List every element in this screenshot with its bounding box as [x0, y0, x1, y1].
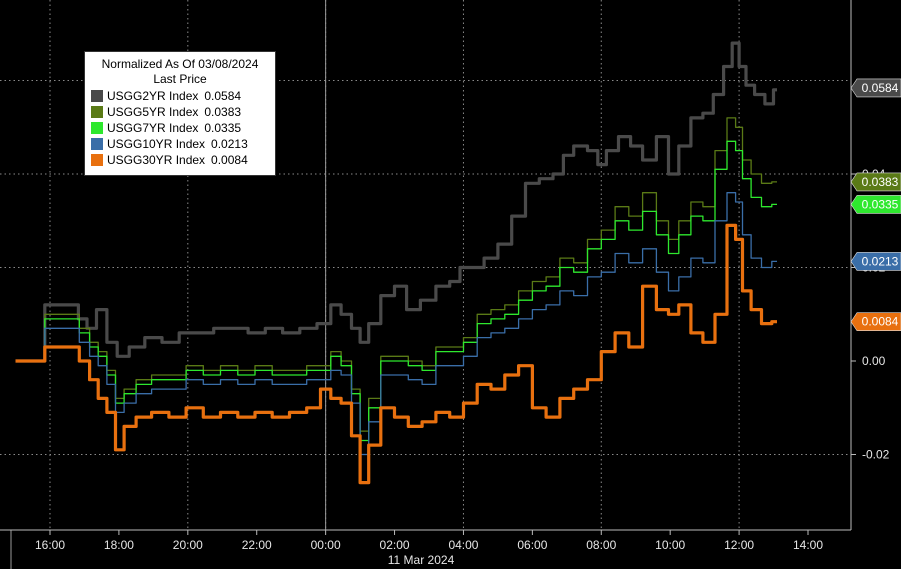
legend-series-value: 0.0335 [204, 120, 241, 136]
x-tick-label: 16:00 [35, 538, 65, 552]
legend-series-value: 0.0213 [211, 136, 248, 152]
y-tick-label: -0.02 [862, 448, 890, 462]
x-tick-label: 04:00 [448, 538, 478, 552]
last-price-badge: 0.0084 [851, 313, 901, 331]
legend-title: Normalized As Of 03/08/2024 [91, 57, 269, 72]
y-tick-label: 0.00 [862, 354, 886, 368]
legend-series-name: USGG10YR Index [107, 136, 205, 152]
legend-series-value: 0.0584 [204, 88, 241, 104]
badge-value: 0.0584 [862, 81, 899, 95]
x-tick-label: 20:00 [173, 538, 203, 552]
legend-series-name: USGG7YR Index [107, 120, 198, 136]
legend: Normalized As Of 03/08/2024 Last Price U… [84, 51, 276, 176]
last-price-badge: 0.0213 [851, 252, 901, 270]
legend-swatch [91, 106, 103, 118]
x-tick-label: 10:00 [655, 538, 685, 552]
x-tick-label: 14:00 [793, 538, 823, 552]
badge-value: 0.0213 [862, 254, 899, 268]
legend-item: USGG30YR Index 0.0084 [91, 152, 269, 168]
legend-item: USGG7YR Index 0.0335 [91, 120, 269, 136]
legend-series-name: USGG5YR Index [107, 104, 198, 120]
legend-series-name: USGG2YR Index [107, 88, 198, 104]
x-tick-label: 12:00 [724, 538, 754, 552]
legend-series-value: 0.0084 [211, 152, 248, 168]
legend-rows: USGG2YR Index 0.0584 USGG5YR Index 0.0383 US… [91, 88, 269, 168]
badge-value: 0.0383 [862, 175, 899, 189]
legend-subtitle: Last Price [91, 72, 269, 87]
last-price-badge: 0.0335 [851, 195, 901, 213]
legend-series-value: 0.0383 [204, 104, 241, 120]
last-price-badge: 0.0383 [851, 173, 901, 191]
x-tick-label: 08:00 [586, 538, 616, 552]
x-tick-label: 00:00 [311, 538, 341, 552]
badge-value: 0.0335 [862, 197, 899, 211]
legend-item: USGG10YR Index 0.0213 [91, 136, 269, 152]
x-tick-label: 06:00 [517, 538, 547, 552]
x-axis-date-label: 11 Mar 2024 [388, 553, 455, 567]
x-tick-label: 22:00 [242, 538, 272, 552]
badge-value: 0.0084 [862, 315, 899, 329]
legend-swatch [91, 138, 103, 150]
legend-series-name: USGG30YR Index [107, 152, 205, 168]
x-tick-label: 02:00 [380, 538, 410, 552]
legend-swatch [91, 122, 103, 134]
x-tick-label: 18:00 [104, 538, 134, 552]
legend-item: USGG2YR Index 0.0584 [91, 88, 269, 104]
legend-item: USGG5YR Index 0.0383 [91, 104, 269, 120]
legend-swatch [91, 154, 103, 166]
last-price-badge: 0.0584 [851, 79, 901, 97]
legend-swatch [91, 90, 103, 102]
